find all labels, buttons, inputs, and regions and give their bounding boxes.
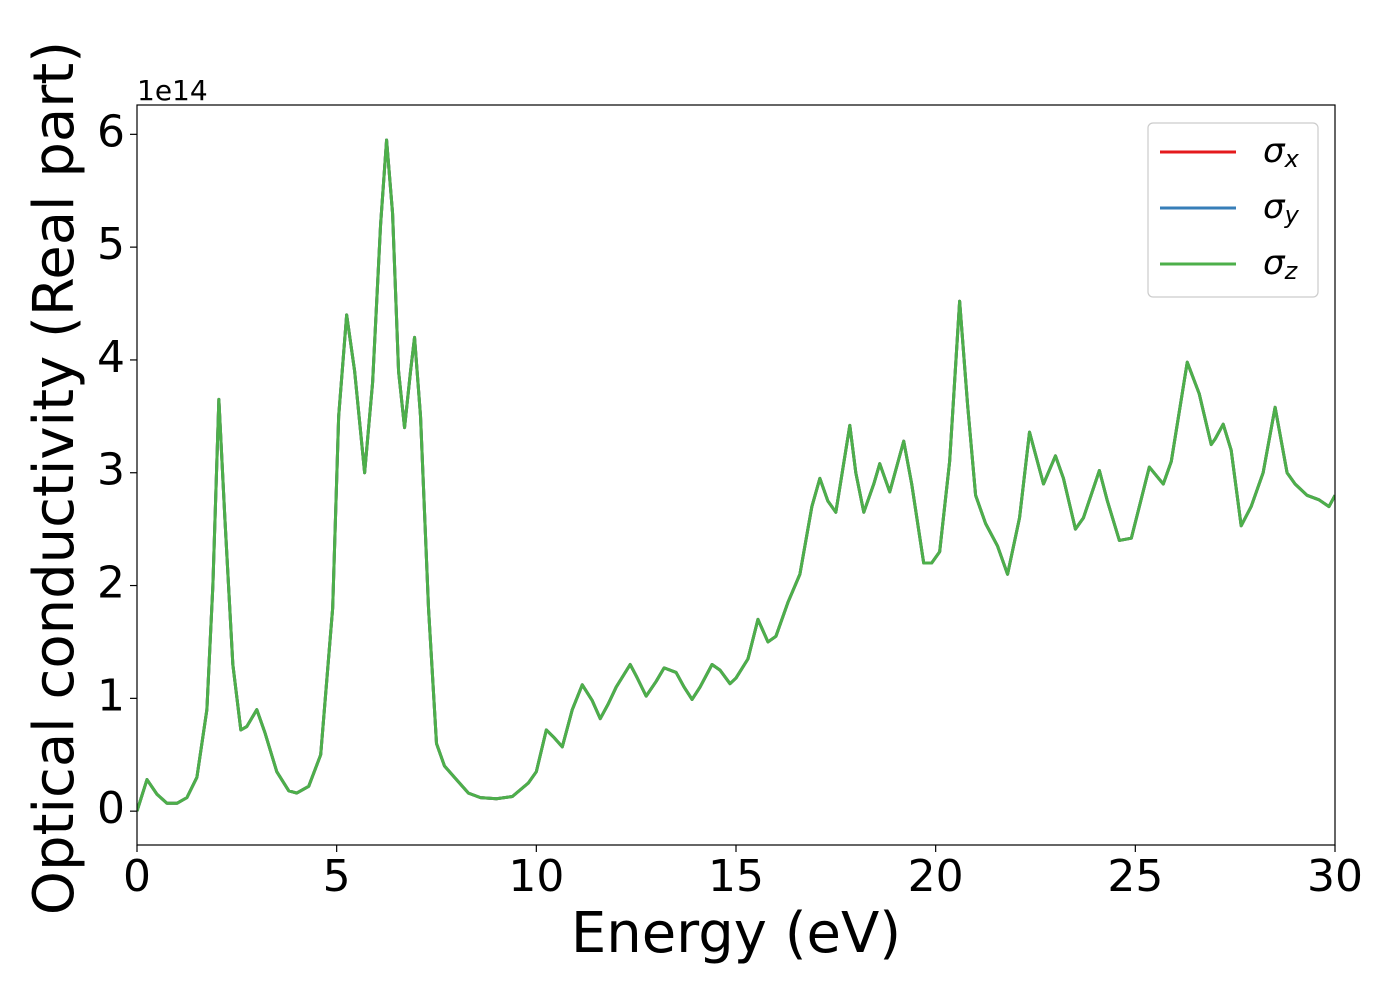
- x-tick-label: 10: [508, 851, 564, 902]
- x-axis-label: Energy (eV): [571, 901, 901, 966]
- legend-subscript: x: [1284, 145, 1300, 173]
- y-tick-label: 0: [97, 783, 125, 834]
- legend-label: σz: [1263, 243, 1299, 286]
- y-offset-label: 1e14: [137, 74, 208, 107]
- legend-subscript: y: [1284, 201, 1300, 229]
- y-tick-label: 6: [97, 106, 125, 157]
- legend-label: σx: [1263, 131, 1300, 174]
- y-tick-label: 3: [97, 445, 125, 496]
- x-tick-label: 30: [1307, 851, 1363, 902]
- y-tick-label: 5: [97, 219, 125, 270]
- y-tick-label: 1: [97, 670, 125, 721]
- y-axis-label: Optical conductivity (Real part): [22, 41, 87, 915]
- x-tick-label: 25: [1107, 851, 1163, 902]
- y-tick-label: 4: [97, 332, 125, 383]
- legend-symbol: σ: [1263, 131, 1286, 171]
- series-line: [137, 138, 1335, 812]
- legend-symbol: σ: [1263, 187, 1286, 227]
- legend-symbol: σ: [1263, 243, 1286, 283]
- x-tick-label: 0: [123, 851, 151, 902]
- legend-label: σy: [1263, 187, 1300, 230]
- legend-subscript: z: [1284, 257, 1299, 285]
- y-tick-label: 2: [97, 558, 125, 609]
- plot-frame: [136, 104, 1336, 846]
- x-tick-label: 15: [708, 851, 764, 902]
- x-tick-label: 20: [908, 851, 964, 902]
- x-tick-label: 5: [323, 851, 351, 902]
- legend-box: [1147, 122, 1319, 298]
